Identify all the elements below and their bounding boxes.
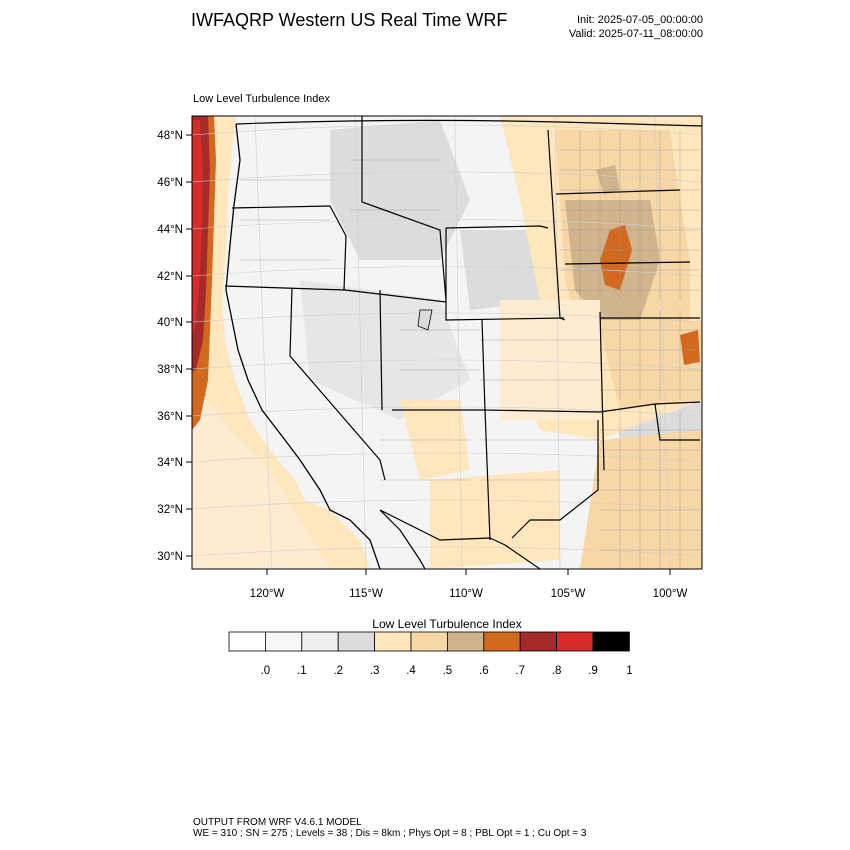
dakotas-west-border xyxy=(547,129,566,321)
ca-nv-border xyxy=(289,287,386,481)
coastline xyxy=(225,123,381,569)
mt-wy-border xyxy=(445,225,549,229)
colorbar-tick-label: .1 xyxy=(297,665,307,677)
init-time: Init: 2025-07-05_00:00:00 xyxy=(577,14,703,26)
latitude-labels: 48°N 46°N 44°N 42°N 40°N 38°N 36°N 34°N … xyxy=(157,130,183,563)
gulf-of-california-coast xyxy=(379,509,426,569)
nv-id-ut-north-border xyxy=(224,285,447,303)
or-id-border xyxy=(329,205,347,291)
lat-label-46: 46°N xyxy=(157,177,183,189)
lat-label-42: 42°N xyxy=(157,271,183,283)
colorbar-box xyxy=(592,631,630,652)
south-dakota-orange xyxy=(600,225,632,290)
lon-label-115: 115°W xyxy=(349,588,383,600)
colorbar-tick-label: 1 xyxy=(626,665,632,677)
longitude-labels: 120°W 115°W 110°W 105°W 100°W xyxy=(250,588,688,600)
lat-label-36: 36°N xyxy=(157,411,183,423)
northern-rockies-grey xyxy=(330,120,470,260)
colorbar-tick-label: .2 xyxy=(333,665,343,677)
colorbar-tick-label: .9 xyxy=(588,665,598,677)
lat-label-30: 30°N xyxy=(157,551,183,563)
init-valid-times: Init: 2025-07-05_00:00:00 Valid: 2025-07… xyxy=(569,13,703,41)
colorado-light-orange xyxy=(500,300,600,420)
colorbar-box xyxy=(483,631,521,652)
lon-label-100: 100°W xyxy=(653,588,688,600)
colorbar-title: Low Level Turbulence Index xyxy=(372,617,521,631)
colorbar-tick-label: .4 xyxy=(406,665,416,677)
colorbar-box xyxy=(337,631,376,652)
map-frame xyxy=(191,115,703,570)
kansas-orange xyxy=(680,330,700,365)
map-subtitle: Low Level Turbulence Index xyxy=(193,93,330,105)
kansas-tan xyxy=(600,320,702,410)
colorbar-box xyxy=(519,631,558,652)
footer-line-1: OUTPUT FROM WRF V4.6.1 MODEL xyxy=(193,817,362,828)
colorbar-tick-label: .8 xyxy=(552,665,562,677)
turbulence-field xyxy=(192,116,702,569)
colorbar-tick-label: .6 xyxy=(479,665,489,677)
canada-border xyxy=(235,119,702,127)
lat-label-32: 32°N xyxy=(157,504,183,516)
lat-label-44: 44°N xyxy=(157,224,183,236)
coastal-orange-patch xyxy=(195,385,206,400)
mexico-border xyxy=(379,509,541,569)
sd-ne-border xyxy=(564,261,691,265)
colorbar-box xyxy=(410,631,448,652)
texas-tan xyxy=(580,430,702,569)
wyoming-south-border xyxy=(445,228,565,321)
colorbar-box xyxy=(264,631,303,652)
north-dakota-brown xyxy=(596,165,620,195)
wa-or-border xyxy=(231,205,331,209)
model-footer: OUTPUT FROM WRF V4.6.1 MODEL WE = 310 ; … xyxy=(193,817,586,839)
az-nm-border xyxy=(392,409,491,541)
state-borders xyxy=(224,116,702,569)
colorbar-tick-label: .3 xyxy=(370,665,380,677)
valid-time: Valid: 2025-07-11_08:00:00 xyxy=(568,28,703,40)
lon-label-120: 120°W xyxy=(250,588,285,600)
lat-label-48: 48°N xyxy=(157,130,183,142)
colorbar-box xyxy=(556,631,594,652)
footer-line-2: WE = 310 ; SN = 275 ; Levels = 38 ; Dis … xyxy=(193,828,587,839)
colorbar xyxy=(228,631,630,652)
colorbar-box xyxy=(374,631,412,652)
colorbar-labels: .0 .1 .2 .3 .4 .5 .6 .7 .8 .9 1 xyxy=(261,665,633,677)
county-lines xyxy=(240,130,700,569)
nv-ut-border xyxy=(379,289,383,411)
colorbar-tick-label: .7 xyxy=(515,665,525,677)
texas-west-border xyxy=(511,420,599,539)
colorbar-tick-label: .5 xyxy=(443,665,453,677)
colorbar-box xyxy=(228,631,266,652)
lat-label-40: 40°N xyxy=(157,317,183,329)
nd-sd-border xyxy=(555,189,681,195)
colorbar-tick-label: .0 xyxy=(261,665,271,677)
id-mt-border xyxy=(361,116,447,301)
axis-ticks xyxy=(186,134,671,575)
co-ks-border xyxy=(599,311,605,471)
plot-title: IWFAQRP Western US Real Time WRF xyxy=(191,10,508,30)
lat-label-38: 38°N xyxy=(157,364,183,376)
colorbar-box xyxy=(446,631,485,652)
southwest-light-orange xyxy=(430,470,560,569)
lon-label-110: 110°W xyxy=(449,588,483,600)
coastal-red-core xyxy=(192,120,203,335)
lon-label-105: 105°W xyxy=(551,588,586,600)
great-salt-lake xyxy=(417,309,433,331)
ok-tx-border xyxy=(654,403,700,441)
lat-label-34: 34°N xyxy=(157,457,183,469)
ocean-south-field xyxy=(192,380,330,569)
graticule xyxy=(192,116,702,569)
colorbar-box xyxy=(301,631,339,652)
